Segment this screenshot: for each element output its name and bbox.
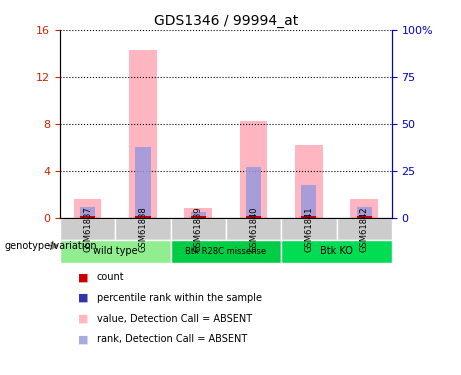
Bar xyxy=(246,216,261,217)
Bar xyxy=(190,216,206,217)
Text: GSM61841: GSM61841 xyxy=(304,206,313,252)
FancyBboxPatch shape xyxy=(226,217,281,240)
Text: count: count xyxy=(97,273,124,282)
Bar xyxy=(190,211,206,217)
FancyBboxPatch shape xyxy=(171,240,281,262)
Bar xyxy=(240,122,267,218)
Bar xyxy=(80,207,95,218)
Bar xyxy=(350,199,378,217)
Bar xyxy=(74,199,101,217)
Bar xyxy=(301,185,316,218)
Text: genotype/variation: genotype/variation xyxy=(5,241,97,250)
Text: value, Detection Call = ABSENT: value, Detection Call = ABSENT xyxy=(97,314,252,324)
FancyBboxPatch shape xyxy=(281,240,392,262)
Text: GSM61842: GSM61842 xyxy=(360,206,369,252)
FancyBboxPatch shape xyxy=(115,217,171,240)
Text: rank, Detection Call = ABSENT: rank, Detection Call = ABSENT xyxy=(97,334,247,344)
Bar xyxy=(356,216,372,217)
Bar xyxy=(301,216,316,217)
Text: GSM61838: GSM61838 xyxy=(138,206,148,252)
Text: Btk R28C missense: Btk R28C missense xyxy=(185,247,266,256)
Bar xyxy=(135,147,150,218)
Bar xyxy=(184,208,212,218)
FancyBboxPatch shape xyxy=(281,217,337,240)
Text: ■: ■ xyxy=(78,334,88,344)
Bar xyxy=(135,216,150,217)
Bar xyxy=(246,167,261,217)
Text: ■: ■ xyxy=(78,293,88,303)
Bar xyxy=(295,145,323,218)
Text: GSM61837: GSM61837 xyxy=(83,206,92,252)
Bar xyxy=(129,50,157,217)
Text: ■: ■ xyxy=(78,273,88,282)
FancyBboxPatch shape xyxy=(60,217,115,240)
Title: GDS1346 / 99994_at: GDS1346 / 99994_at xyxy=(154,13,298,28)
Bar xyxy=(80,216,95,217)
Text: GSM61839: GSM61839 xyxy=(194,206,203,252)
Text: ■: ■ xyxy=(78,314,88,324)
Text: GSM61840: GSM61840 xyxy=(249,206,258,252)
FancyBboxPatch shape xyxy=(337,217,392,240)
FancyBboxPatch shape xyxy=(171,217,226,240)
Text: percentile rank within the sample: percentile rank within the sample xyxy=(97,293,262,303)
Text: Btk KO: Btk KO xyxy=(320,246,353,256)
FancyBboxPatch shape xyxy=(60,240,171,262)
Bar xyxy=(356,207,372,218)
Text: wild type: wild type xyxy=(93,246,137,256)
